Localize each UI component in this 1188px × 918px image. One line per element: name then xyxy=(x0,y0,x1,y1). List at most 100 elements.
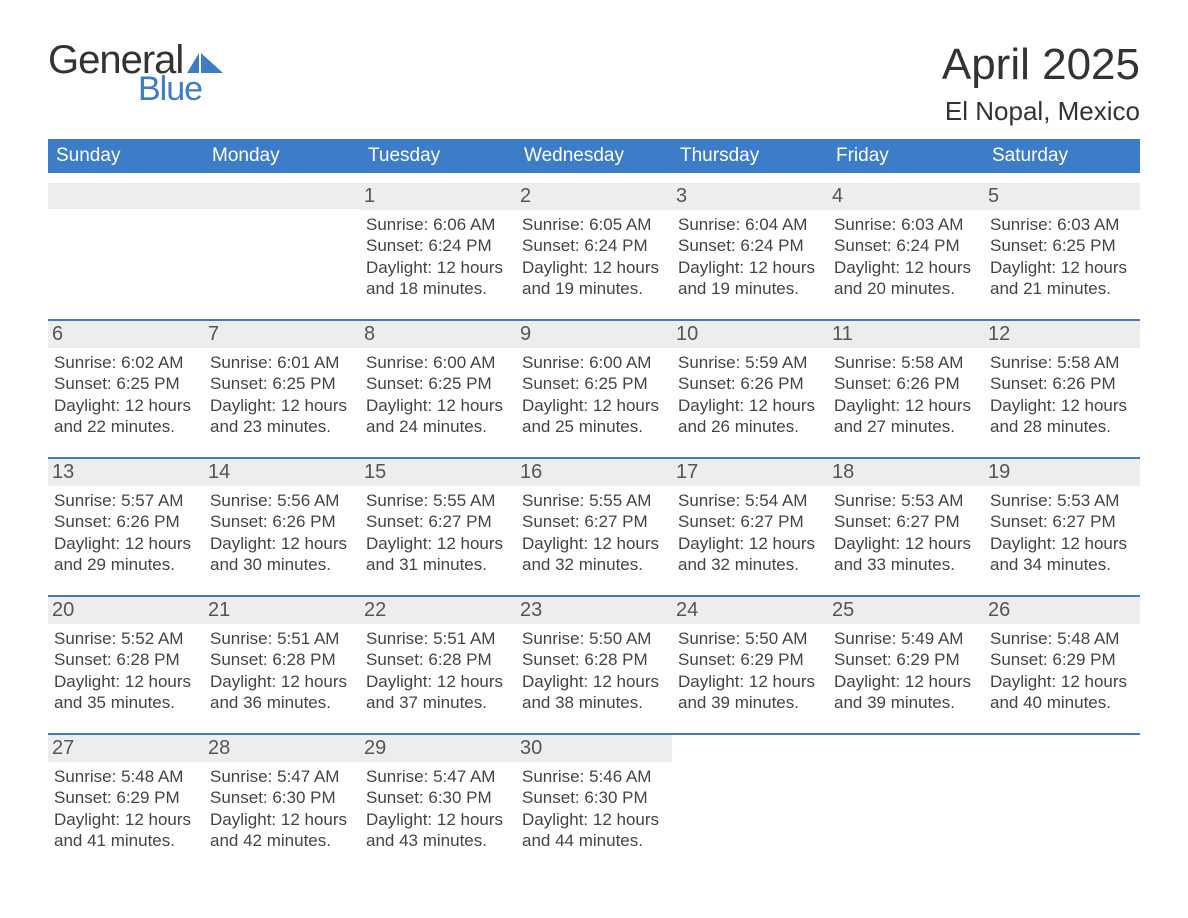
day-number: 9 xyxy=(516,321,672,348)
weeks-container: 1Sunrise: 6:06 AM Sunset: 6:24 PM Daylig… xyxy=(48,183,1140,861)
calendar-cell: 4Sunrise: 6:03 AM Sunset: 6:24 PM Daylig… xyxy=(828,183,984,309)
calendar-cell: 16 Sunrise: 5:55 AM Sunset: 6:27 PM Dayli… xyxy=(516,459,672,585)
day-number xyxy=(204,183,360,209)
day-details: Sunrise: 6:03 AM Sunset: 6:25 PM Dayligh… xyxy=(990,214,1134,299)
calendar-cell: 7Sunrise: 6:01 AM Sunset: 6:25 PM Daylig… xyxy=(204,321,360,447)
calendar-cell xyxy=(672,735,828,861)
calendar-week: 27 Sunrise: 5:48 AM Sunset: 6:29 PM Dayli… xyxy=(48,733,1140,861)
calendar-cell: 12 Sunrise: 5:58 AM Sunset: 6:26 PM Dayli… xyxy=(984,321,1140,447)
calendar-cell: 18 Sunrise: 5:53 AM Sunset: 6:27 PM Dayli… xyxy=(828,459,984,585)
day-number: 1 xyxy=(360,183,516,210)
calendar: Sunday Monday Tuesday Wednesday Thursday… xyxy=(48,139,1140,861)
day-number: 26 xyxy=(984,597,1140,624)
weekday-header: Saturday xyxy=(984,139,1140,173)
day-number: 15 xyxy=(360,459,516,486)
location-subtitle: El Nopal, Mexico xyxy=(942,96,1140,127)
day-details: Sunrise: 6:00 AM Sunset: 6:25 PM Dayligh… xyxy=(522,352,666,437)
calendar-cell: 9 Sunrise: 6:00 AM Sunset: 6:25 PM Daylig… xyxy=(516,321,672,447)
day-number: 7 xyxy=(204,321,360,348)
calendar-cell: 24Sunrise: 5:50 AM Sunset: 6:29 PM Dayli… xyxy=(672,597,828,723)
calendar-cell: 27 Sunrise: 5:48 AM Sunset: 6:29 PM Dayli… xyxy=(48,735,204,861)
day-number xyxy=(48,183,204,209)
day-number: 24 xyxy=(672,597,828,624)
calendar-week: 1Sunrise: 6:06 AM Sunset: 6:24 PM Daylig… xyxy=(48,183,1140,309)
day-number: 12 xyxy=(984,321,1140,348)
calendar-cell: 8Sunrise: 6:00 AM Sunset: 6:25 PM Daylig… xyxy=(360,321,516,447)
day-details: Sunrise: 5:55 AM Sunset: 6:27 PM Dayligh… xyxy=(366,490,510,575)
weekday-header: Wednesday xyxy=(516,139,672,173)
day-details: Sunrise: 6:05 AM Sunset: 6:24 PM Dayligh… xyxy=(522,214,666,299)
day-number: 2 xyxy=(516,183,672,210)
logo-word-blue: Blue xyxy=(138,72,223,106)
day-number: 29 xyxy=(360,735,516,762)
page-header: General Blue April 2025 El Nopal, Mexico xyxy=(48,40,1140,127)
day-number xyxy=(828,735,984,739)
calendar-cell: 21 Sunrise: 5:51 AM Sunset: 6:28 PM Dayli… xyxy=(204,597,360,723)
day-number xyxy=(984,735,1140,739)
day-number xyxy=(672,735,828,739)
calendar-cell: 11 Sunrise: 5:58 AM Sunset: 6:26 PM Dayli… xyxy=(828,321,984,447)
day-details: Sunrise: 5:56 AM Sunset: 6:26 PM Dayligh… xyxy=(210,490,354,575)
calendar-cell: 23Sunrise: 5:50 AM Sunset: 6:28 PM Dayli… xyxy=(516,597,672,723)
day-details: Sunrise: 5:53 AM Sunset: 6:27 PM Dayligh… xyxy=(834,490,978,575)
calendar-cell: 22Sunrise: 5:51 AM Sunset: 6:28 PM Dayli… xyxy=(360,597,516,723)
day-number: 27 xyxy=(48,735,204,762)
day-details: Sunrise: 5:55 AM Sunset: 6:27 PM Dayligh… xyxy=(522,490,666,575)
day-number: 16 xyxy=(516,459,672,486)
calendar-cell: 28 Sunrise: 5:47 AM Sunset: 6:30 PM Dayli… xyxy=(204,735,360,861)
calendar-cell: 19Sunrise: 5:53 AM Sunset: 6:27 PM Dayli… xyxy=(984,459,1140,585)
brand-logo: General Blue xyxy=(48,40,223,106)
day-number: 20 xyxy=(48,597,204,624)
day-number: 14 xyxy=(204,459,360,486)
calendar-cell: 2 Sunrise: 6:05 AM Sunset: 6:24 PM Daylig… xyxy=(516,183,672,309)
day-number: 6 xyxy=(48,321,204,348)
day-number: 28 xyxy=(204,735,360,762)
calendar-cell: 10 Sunrise: 5:59 AM Sunset: 6:26 PM Dayli… xyxy=(672,321,828,447)
day-details: Sunrise: 5:51 AM Sunset: 6:28 PM Dayligh… xyxy=(210,628,354,713)
day-details: Sunrise: 5:58 AM Sunset: 6:26 PM Dayligh… xyxy=(990,352,1134,437)
calendar-cell xyxy=(204,183,360,309)
weekday-header: Thursday xyxy=(672,139,828,173)
day-number: 8 xyxy=(360,321,516,348)
day-number: 30 xyxy=(516,735,672,762)
day-details: Sunrise: 5:48 AM Sunset: 6:29 PM Dayligh… xyxy=(54,766,198,851)
day-number: 18 xyxy=(828,459,984,486)
day-number: 5 xyxy=(984,183,1140,210)
month-year-title: April 2025 xyxy=(942,40,1140,90)
day-details: Sunrise: 5:59 AM Sunset: 6:26 PM Dayligh… xyxy=(678,352,822,437)
day-details: Sunrise: 6:04 AM Sunset: 6:24 PM Dayligh… xyxy=(678,214,822,299)
day-details: Sunrise: 5:49 AM Sunset: 6:29 PM Dayligh… xyxy=(834,628,978,713)
day-details: Sunrise: 5:47 AM Sunset: 6:30 PM Dayligh… xyxy=(210,766,354,851)
day-number: 17 xyxy=(672,459,828,486)
day-details: Sunrise: 6:03 AM Sunset: 6:24 PM Dayligh… xyxy=(834,214,978,299)
day-details: Sunrise: 5:54 AM Sunset: 6:27 PM Dayligh… xyxy=(678,490,822,575)
calendar-cell: 3 Sunrise: 6:04 AM Sunset: 6:24 PM Daylig… xyxy=(672,183,828,309)
day-number: 10 xyxy=(672,321,828,348)
title-block: April 2025 El Nopal, Mexico xyxy=(942,40,1140,127)
calendar-cell: 6 Sunrise: 6:02 AM Sunset: 6:25 PM Daylig… xyxy=(48,321,204,447)
day-details: Sunrise: 5:48 AM Sunset: 6:29 PM Dayligh… xyxy=(990,628,1134,713)
day-details: Sunrise: 6:02 AM Sunset: 6:25 PM Dayligh… xyxy=(54,352,198,437)
day-number: 25 xyxy=(828,597,984,624)
day-number: 11 xyxy=(828,321,984,348)
weekday-header: Tuesday xyxy=(360,139,516,173)
calendar-cell: 14 Sunrise: 5:56 AM Sunset: 6:26 PM Dayli… xyxy=(204,459,360,585)
day-details: Sunrise: 5:53 AM Sunset: 6:27 PM Dayligh… xyxy=(990,490,1134,575)
day-details: Sunrise: 5:58 AM Sunset: 6:26 PM Dayligh… xyxy=(834,352,978,437)
calendar-cell: 29Sunrise: 5:47 AM Sunset: 6:30 PM Dayli… xyxy=(360,735,516,861)
calendar-cell: 25 Sunrise: 5:49 AM Sunset: 6:29 PM Dayli… xyxy=(828,597,984,723)
day-details: Sunrise: 5:51 AM Sunset: 6:28 PM Dayligh… xyxy=(366,628,510,713)
calendar-cell: 15 Sunrise: 5:55 AM Sunset: 6:27 PM Dayli… xyxy=(360,459,516,585)
calendar-week: 20 Sunrise: 5:52 AM Sunset: 6:28 PM Dayli… xyxy=(48,595,1140,723)
calendar-cell xyxy=(48,183,204,309)
weekday-header-row: Sunday Monday Tuesday Wednesday Thursday… xyxy=(48,139,1140,173)
day-details: Sunrise: 5:50 AM Sunset: 6:28 PM Dayligh… xyxy=(522,628,666,713)
calendar-week: 13Sunrise: 5:57 AM Sunset: 6:26 PM Dayli… xyxy=(48,457,1140,585)
day-number: 13 xyxy=(48,459,204,486)
calendar-cell: 5 Sunrise: 6:03 AM Sunset: 6:25 PM Daylig… xyxy=(984,183,1140,309)
calendar-cell: 20 Sunrise: 5:52 AM Sunset: 6:28 PM Dayli… xyxy=(48,597,204,723)
weekday-header: Friday xyxy=(828,139,984,173)
day-details: Sunrise: 5:52 AM Sunset: 6:28 PM Dayligh… xyxy=(54,628,198,713)
day-number: 21 xyxy=(204,597,360,624)
day-number: 3 xyxy=(672,183,828,210)
